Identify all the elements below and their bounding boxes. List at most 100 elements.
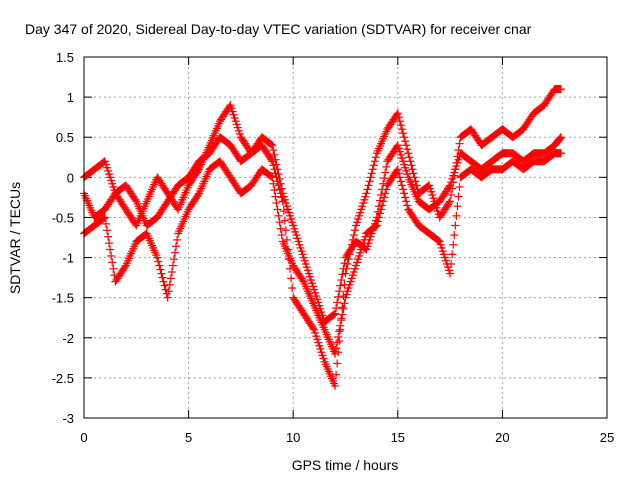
trace-marker	[445, 199, 454, 208]
trace-marker	[171, 248, 180, 257]
trace-marker	[329, 310, 338, 319]
trace-marker	[399, 129, 408, 138]
x-tick-label: 25	[600, 430, 614, 445]
trace-marker	[334, 332, 343, 341]
trace-marker	[267, 140, 276, 149]
trace-marker	[194, 190, 203, 199]
trace-marker	[274, 170, 283, 179]
trace-marker	[332, 344, 341, 353]
trace-marker	[104, 232, 113, 241]
trace-marker	[555, 134, 564, 143]
trace-marker	[452, 211, 461, 220]
y-tick-label: -2.5	[52, 371, 74, 386]
trace-marker	[407, 161, 416, 170]
trace-marker	[371, 222, 380, 231]
trace-marker	[275, 218, 284, 227]
data-point	[331, 349, 340, 358]
trace-marker	[556, 134, 565, 143]
trace-marker	[279, 207, 288, 216]
trace-marker	[156, 265, 165, 274]
grid-lines	[84, 57, 607, 418]
trace-marker	[276, 179, 285, 188]
x-axis-title: GPS time / hours	[292, 457, 399, 473]
trace-marker	[409, 169, 418, 178]
data-point	[446, 269, 455, 278]
trace-marker	[120, 263, 129, 272]
trace-marker	[276, 224, 285, 233]
trace-marker	[434, 236, 443, 245]
trace-marker	[364, 181, 373, 190]
trace-marker	[381, 168, 390, 177]
trace-marker	[373, 217, 382, 226]
trace-marker	[106, 245, 115, 254]
trace-marker	[271, 155, 280, 164]
trace-marker	[337, 276, 346, 285]
trace-marker	[172, 242, 181, 251]
trace-marker	[379, 197, 388, 206]
trace-marker	[381, 189, 390, 198]
data-point	[556, 133, 565, 142]
y-tick-label: -0.5	[52, 210, 74, 225]
chart-title: Day 347 of 2020, Sidereal Day-to-day VTE…	[25, 21, 532, 37]
trace-marker	[270, 186, 279, 195]
trace-marker	[165, 280, 174, 289]
trace-marker	[399, 185, 408, 194]
trace-marker	[451, 221, 460, 230]
trace-marker	[396, 121, 405, 130]
trace-marker	[333, 338, 342, 347]
series-2	[80, 133, 565, 326]
trace-marker	[167, 267, 176, 276]
trace-marker	[336, 321, 345, 330]
data-point	[404, 149, 413, 158]
trace-marker	[332, 370, 341, 379]
y-tick-label: -3	[62, 411, 74, 426]
trace-marker	[101, 219, 110, 228]
trace-marker	[273, 205, 282, 214]
trace-marker	[337, 316, 346, 325]
trace-marker	[131, 195, 140, 204]
trace-marker	[402, 141, 411, 150]
trace-marker	[168, 261, 177, 270]
data-point	[393, 109, 402, 118]
y-tick-label: 0	[67, 170, 74, 185]
trace-marker	[445, 182, 454, 191]
trace-marker	[406, 157, 415, 166]
trace-marker	[339, 304, 348, 313]
y-tick-label: -2	[62, 331, 74, 346]
trace-marker	[376, 209, 385, 218]
trace-marker	[173, 235, 182, 244]
trace-marker	[169, 255, 178, 264]
trace-marker	[369, 161, 378, 170]
trace-marker	[454, 192, 463, 201]
trace-marker	[269, 146, 278, 155]
trace-marker	[164, 287, 173, 296]
y-tick-label: -1.5	[52, 291, 74, 306]
data-point	[331, 381, 340, 390]
y-ticks: 1.5 1 0.5 0 -0.5 -1 -1.5 -2 -2.5 -3	[52, 50, 607, 426]
trace-marker	[449, 240, 458, 249]
trace-marker	[371, 153, 380, 162]
trace-marker	[277, 184, 286, 193]
y-tick-label: 0.5	[56, 130, 74, 145]
trace-marker	[340, 299, 349, 308]
trace-marker	[158, 273, 167, 282]
trace-marker	[412, 181, 421, 190]
trace-marker	[280, 216, 289, 225]
trace-marker	[363, 185, 372, 194]
series-3	[80, 149, 565, 358]
trace-marker	[448, 250, 457, 259]
trace-marker	[403, 145, 412, 154]
trace-marker	[402, 197, 411, 206]
trace-marker	[335, 327, 344, 336]
trace-marker	[155, 261, 164, 270]
trace-marker	[378, 201, 387, 210]
trace-marker	[338, 303, 347, 312]
trace-marker	[99, 214, 108, 223]
trace-marker	[271, 192, 280, 201]
trace-marker	[394, 113, 403, 122]
data-point	[362, 189, 371, 198]
trace-marker	[333, 298, 342, 307]
trace-marker	[335, 287, 344, 296]
trace-marker	[103, 226, 112, 235]
trace-marker	[367, 169, 376, 178]
